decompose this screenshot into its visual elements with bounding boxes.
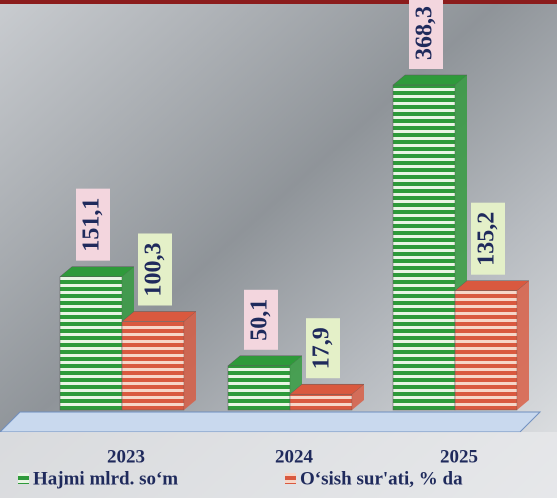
value-label: 50,1 [247, 299, 273, 341]
value-label: 17,9 [309, 327, 335, 369]
legend-swatch [285, 473, 296, 484]
value-label: 151,1 [79, 198, 105, 252]
bar-side [184, 311, 196, 410]
bar-front [289, 393, 353, 411]
bar-top [227, 355, 303, 367]
value-label-box [244, 289, 278, 350]
value-label-box [76, 188, 110, 261]
legend-label: Hajmi mlrd. so‘m [33, 468, 178, 489]
bar-front [392, 84, 456, 411]
legend-swatch [18, 473, 29, 484]
bar-top [392, 74, 468, 86]
value-label-box [306, 318, 340, 379]
bar-front [121, 321, 185, 411]
bar [121, 311, 197, 411]
x-tick-label: 2023 [107, 446, 145, 467]
value-label-box [471, 202, 505, 275]
value-label: 100,3 [141, 242, 167, 296]
bar [454, 280, 530, 411]
value-label: 368,3 [412, 6, 438, 60]
footer-band [0, 432, 557, 498]
top-border [0, 0, 557, 4]
value-label: 135,2 [474, 212, 500, 266]
x-tick-label: 2025 [440, 446, 478, 467]
bar-side [352, 384, 364, 410]
value-label-box [138, 233, 172, 306]
bar-front [59, 276, 123, 411]
bar-top [289, 383, 365, 395]
bar-front [227, 365, 291, 411]
bar-front [454, 290, 518, 411]
x-tick-label: 2024 [275, 446, 314, 467]
bar [289, 383, 365, 411]
bar-side [517, 280, 529, 410]
legend-label: O‘sish sur'ati, % da [300, 468, 463, 489]
value-label-box [409, 0, 443, 69]
floor [0, 411, 542, 433]
bar-top [454, 280, 530, 291]
bar-top [59, 266, 135, 277]
bar-top [121, 311, 197, 322]
